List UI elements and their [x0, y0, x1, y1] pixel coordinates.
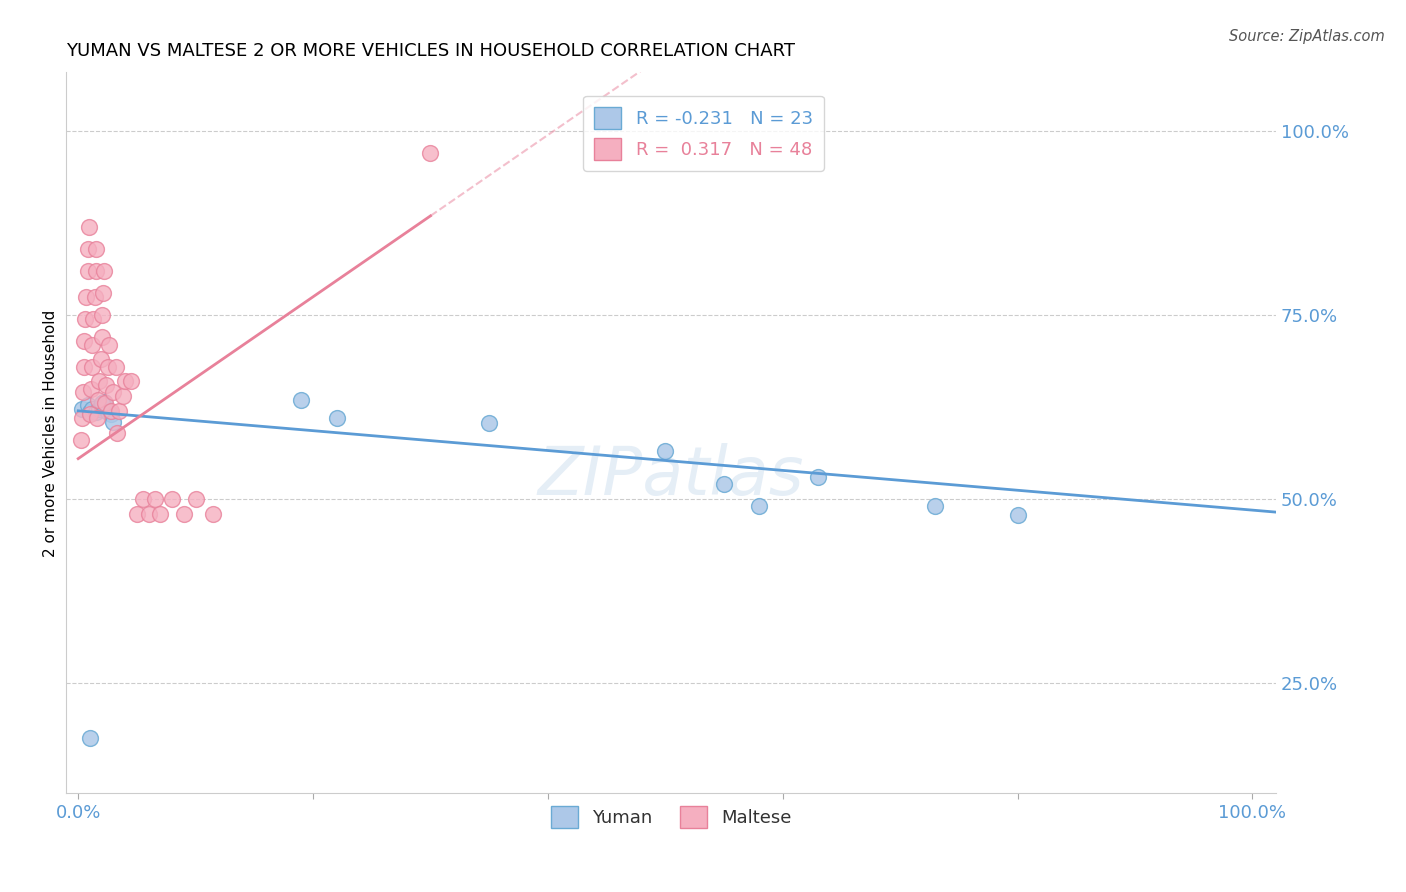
Point — [84, 242, 107, 256]
Point — [96, 359, 118, 374]
Point — [713, 477, 735, 491]
Point — [87, 392, 110, 407]
Point — [111, 389, 134, 403]
Legend: Yuman, Maltese: Yuman, Maltese — [544, 798, 799, 835]
Point — [75, 290, 97, 304]
Y-axis label: 2 or more Vehicles in Household: 2 or more Vehicles in Household — [44, 310, 58, 557]
Point — [70, 411, 93, 425]
Point — [419, 146, 441, 161]
Point — [89, 402, 111, 417]
Point — [82, 402, 104, 417]
Point — [108, 404, 131, 418]
Point — [93, 398, 115, 412]
Point — [90, 400, 112, 414]
Point — [69, 434, 91, 448]
Point — [79, 405, 101, 419]
Point — [143, 492, 166, 507]
Point — [79, 408, 101, 422]
Text: Source: ZipAtlas.com: Source: ZipAtlas.com — [1229, 29, 1385, 44]
Point — [90, 396, 112, 410]
Point — [160, 492, 183, 507]
Point — [89, 352, 111, 367]
Point — [72, 385, 94, 400]
Point — [103, 415, 125, 429]
Point — [807, 470, 830, 484]
Point — [103, 385, 125, 400]
Point — [77, 219, 100, 234]
Point — [93, 264, 115, 278]
Point — [290, 392, 312, 407]
Point — [478, 417, 501, 431]
Point — [96, 405, 118, 419]
Point — [96, 378, 118, 392]
Point — [80, 382, 103, 396]
Point — [654, 444, 676, 458]
Point — [76, 242, 98, 256]
Point — [93, 395, 115, 409]
Point — [73, 359, 96, 374]
Point — [97, 337, 120, 351]
Point — [105, 425, 128, 440]
Point — [104, 359, 127, 374]
Point — [73, 334, 96, 348]
Point — [138, 507, 160, 521]
Point — [120, 375, 142, 389]
Point — [924, 500, 946, 514]
Point — [82, 337, 104, 351]
Point — [84, 405, 107, 419]
Point — [89, 375, 111, 389]
Point — [114, 375, 136, 389]
Point — [76, 398, 98, 412]
Point — [76, 264, 98, 278]
Point — [84, 264, 107, 278]
Point — [202, 507, 225, 521]
Point — [325, 411, 347, 425]
Point — [125, 507, 148, 521]
Point — [83, 290, 105, 304]
Point — [94, 396, 117, 410]
Point — [748, 500, 770, 514]
Point — [132, 492, 155, 507]
Point — [90, 308, 112, 322]
Point — [82, 359, 104, 374]
Point — [1007, 508, 1029, 523]
Point — [100, 408, 122, 422]
Point — [173, 507, 195, 521]
Point — [79, 731, 101, 746]
Point — [184, 492, 207, 507]
Point — [91, 286, 114, 301]
Point — [82, 311, 104, 326]
Text: ZIPatlas: ZIPatlas — [538, 443, 804, 509]
Point — [90, 330, 112, 344]
Text: YUMAN VS MALTESE 2 OR MORE VEHICLES IN HOUSEHOLD CORRELATION CHART: YUMAN VS MALTESE 2 OR MORE VEHICLES IN H… — [66, 42, 796, 60]
Point — [75, 311, 97, 326]
Point — [149, 507, 172, 521]
Point — [70, 402, 93, 417]
Point — [100, 404, 122, 418]
Point — [86, 411, 108, 425]
